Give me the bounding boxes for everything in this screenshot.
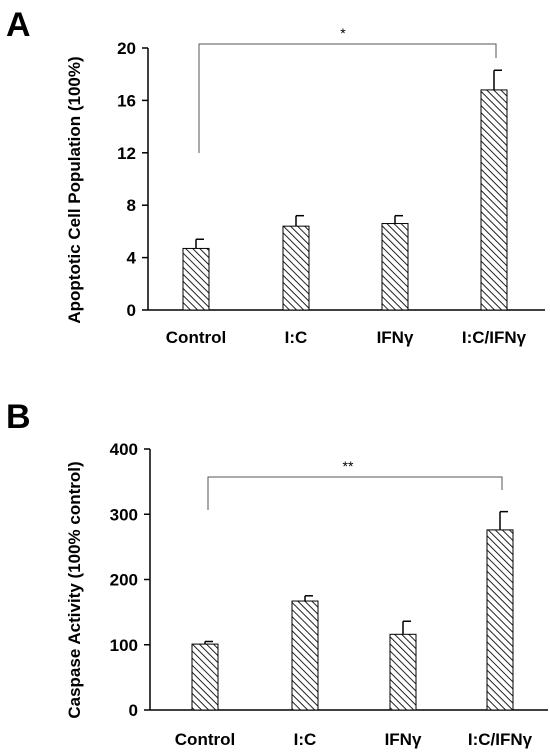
x-tick-label: I:C/IFNγ: [468, 730, 533, 749]
bar: [191, 643, 219, 711]
panel-a-letter: A: [6, 6, 31, 44]
x-tick-label: I:C: [294, 730, 317, 749]
significance-label: **: [343, 458, 354, 474]
y-tick-label: 200: [110, 571, 138, 590]
x-tick-label: Control: [166, 328, 226, 347]
chart-b: Caspase Activity (100% control) 0 100 200 30…: [65, 440, 548, 749]
chart-a: Apoptotic Cell Population (100%) 0 4 8 12 16 2…: [65, 25, 545, 347]
x-tick-label: I:C/IFNγ: [462, 328, 527, 347]
bar: [182, 247, 210, 311]
y-axis-label: Caspase Activity (100% control): [65, 461, 84, 718]
y-tick-label: 8: [127, 196, 136, 215]
y-tick-label: 300: [110, 505, 138, 524]
y-tick-label: 400: [110, 440, 138, 459]
bar: [389, 633, 417, 711]
y-tick-label: 12: [117, 144, 136, 163]
y-tick-label: 0: [129, 701, 138, 720]
y-tick-label: 20: [117, 39, 136, 58]
y-tick-label: 100: [110, 636, 138, 655]
bar: [291, 600, 319, 711]
y-tick-label: 16: [117, 91, 136, 110]
significance-bracket: [198, 43, 497, 153]
significance-bracket: [207, 476, 503, 510]
bar: [486, 529, 514, 711]
bar: [381, 223, 409, 311]
x-tick-label: Control: [175, 730, 235, 749]
y-axis-label: Apoptotic Cell Population (100%): [65, 56, 84, 323]
x-tick-label: IFNγ: [377, 328, 414, 347]
bar: [480, 89, 508, 311]
bar: [282, 225, 310, 311]
y-tick-label: 4: [127, 249, 137, 268]
panel-b-letter: B: [6, 398, 31, 436]
y-tick-label: 0: [127, 301, 136, 320]
x-tick-label: I:C: [285, 328, 308, 347]
significance-label: *: [340, 25, 346, 41]
x-tick-label: IFNγ: [385, 730, 422, 749]
